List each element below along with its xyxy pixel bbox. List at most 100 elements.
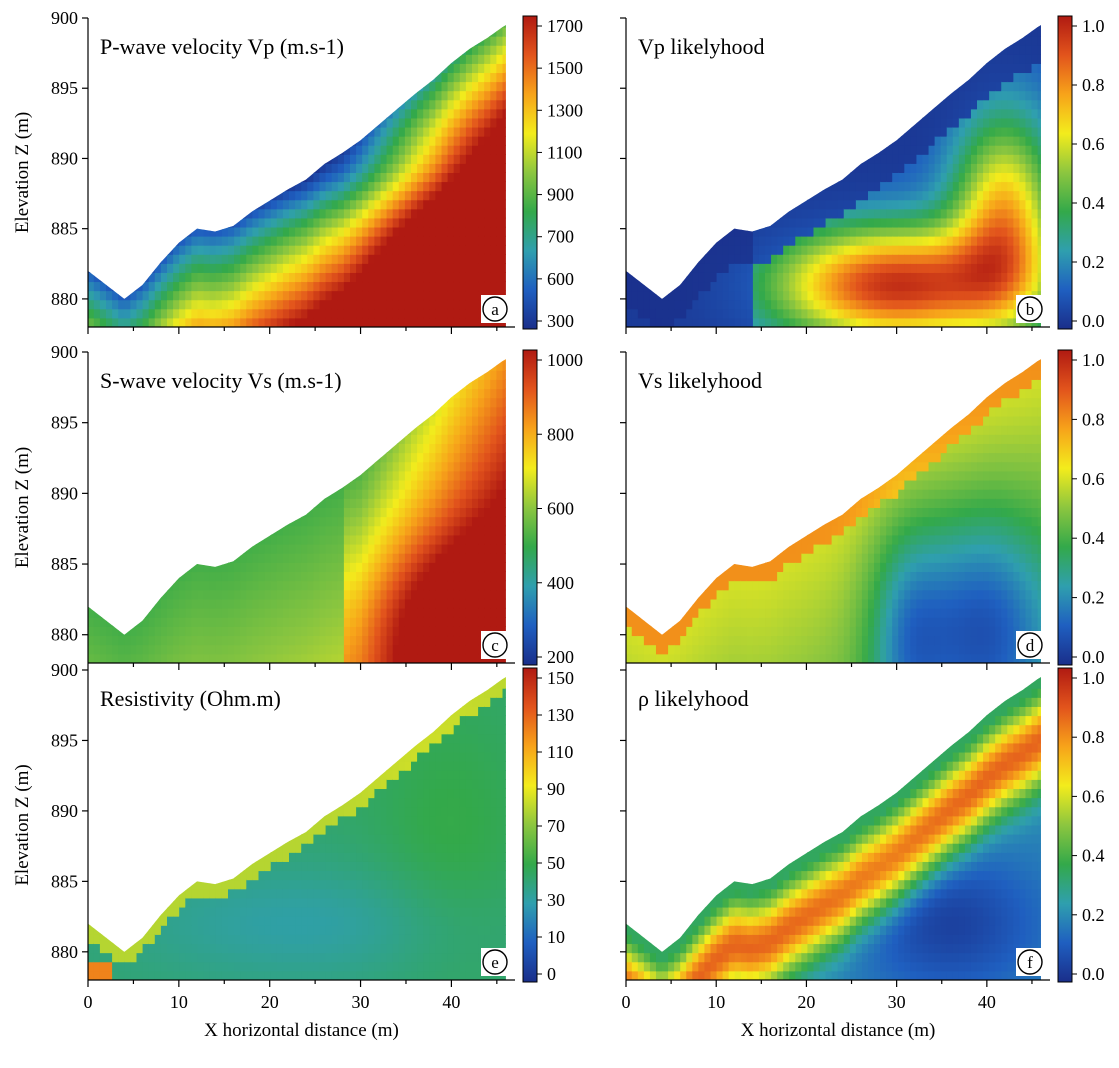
heatmap-cell (983, 72, 990, 83)
heatmap-cell (1007, 299, 1015, 310)
heatmap-cell (289, 72, 296, 83)
heatmap-cell (928, 126, 936, 137)
heatmap-cell (668, 281, 675, 292)
heatmap-cell (350, 63, 357, 74)
heatmap-cell (88, 135, 95, 146)
heatmap-cell (221, 217, 229, 228)
heatmap-cell (167, 72, 174, 83)
heatmap-cell (185, 199, 193, 210)
heatmap-cell (674, 290, 682, 301)
heatmap-cell (301, 308, 309, 319)
heatmap-cell (668, 299, 675, 310)
heatmap-cell (668, 117, 675, 128)
heatmap-cell (228, 99, 235, 110)
heatmap-cell (728, 217, 736, 228)
heatmap-cell (771, 172, 778, 183)
heatmap-cell (831, 117, 839, 128)
heatmap-cell (142, 263, 150, 273)
heatmap-cell (136, 253, 144, 264)
heatmap-cell (496, 144, 504, 155)
heatmap-cell (680, 290, 688, 301)
heatmap-cell (411, 81, 418, 92)
heatmap-cell (148, 81, 156, 92)
heatmap-cell (106, 507, 113, 518)
heatmap-cell (783, 72, 791, 83)
heatmap-cell (423, 163, 431, 173)
heatmap-cell (855, 317, 863, 327)
heatmap-cell (88, 281, 95, 292)
heatmap-cell (154, 253, 162, 264)
heatmap-cell (734, 226, 742, 237)
heatmap-cell (319, 181, 327, 192)
heatmap-cell (118, 81, 126, 92)
heatmap-cell (734, 126, 742, 137)
heatmap-cell (680, 253, 688, 264)
heatmap-cell (99, 452, 107, 463)
heatmap-cell (509, 45, 516, 55)
heatmap-cell (668, 108, 675, 119)
heatmap-cell (362, 81, 370, 92)
heatmap-cell (807, 54, 815, 64)
heatmap-cell (356, 308, 363, 319)
heatmap-cell (264, 63, 272, 74)
heatmap-cell (112, 126, 119, 137)
heatmap-cell (958, 308, 966, 319)
heatmap-cell (88, 470, 95, 481)
heatmap-cell (995, 135, 1003, 146)
heatmap-cell (795, 63, 803, 74)
heatmap-cell (668, 135, 675, 146)
heatmap-cell (112, 488, 119, 499)
heatmap-cell (270, 81, 278, 92)
heatmap-cell (319, 235, 327, 246)
heatmap-cell (1031, 272, 1039, 283)
heatmap-cell (643, 135, 651, 146)
heatmap-cell (112, 199, 119, 210)
heatmap-cell (746, 172, 754, 183)
heatmap-cell (252, 317, 260, 327)
heatmap-cell (459, 290, 467, 301)
heatmap-cell (240, 217, 248, 228)
heatmap-cell (1013, 163, 1021, 173)
heatmap-cell (88, 580, 95, 591)
heatmap-cell (417, 263, 424, 273)
heatmap-cell (880, 308, 887, 319)
heatmap-cell (478, 154, 485, 164)
heatmap-cell (160, 217, 168, 228)
heatmap-cell (892, 35, 900, 46)
heatmap-cell (789, 244, 797, 255)
heatmap-cell (368, 217, 376, 228)
heatmap-cell (771, 208, 778, 219)
heatmap-cell (662, 281, 669, 292)
heatmap-cell (197, 117, 205, 128)
heatmap-cell (637, 253, 645, 264)
heatmap-cell (910, 72, 918, 83)
heatmap-cell (910, 253, 918, 264)
heatmap-cell (88, 571, 95, 582)
heatmap-cell (674, 308, 682, 319)
heatmap-cell (843, 44, 851, 55)
heatmap-cell (813, 253, 821, 264)
heatmap-cell (362, 199, 370, 210)
heatmap-cell (880, 208, 887, 219)
heatmap-cell (203, 181, 211, 192)
heatmap-cell (916, 117, 924, 128)
heatmap-cell (331, 199, 339, 210)
heatmap-cell (831, 199, 839, 210)
heatmap-cell (958, 90, 966, 101)
heatmap-cell (148, 208, 156, 219)
heatmap-cell (662, 199, 669, 210)
heatmap-cell (441, 26, 449, 37)
heatmap-cell (185, 81, 193, 92)
heatmap-cell (282, 253, 290, 264)
heatmap-cell (880, 25, 887, 28)
heatmap-cell (813, 117, 821, 128)
heatmap-cell (136, 144, 144, 155)
heatmap-cell (343, 299, 351, 310)
heatmap-cell (301, 99, 309, 110)
heatmap-cell (417, 272, 424, 283)
heatmap-cell (392, 281, 400, 292)
heatmap-cell (167, 317, 174, 327)
heatmap-cell (325, 117, 333, 128)
heatmap-cell (837, 99, 845, 110)
heatmap-cell (789, 299, 797, 310)
